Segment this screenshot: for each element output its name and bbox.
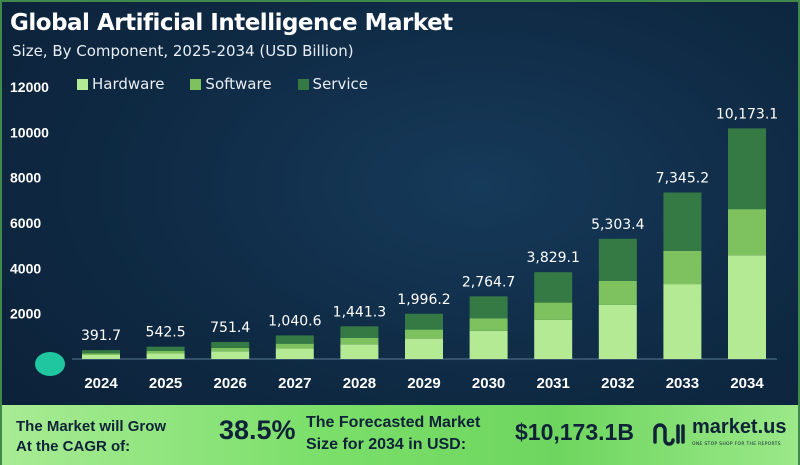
x-tick-label: 2024 xyxy=(84,375,118,392)
total-label: 3,829.1 xyxy=(526,250,579,266)
legend-label: Hardware xyxy=(92,75,165,93)
legend-swatch-hardware xyxy=(77,78,88,90)
x-tick-label: 2033 xyxy=(666,375,699,392)
total-label: 5,303.4 xyxy=(591,217,645,233)
y-tick-label: 2000 xyxy=(10,306,41,322)
bar-service-2026 xyxy=(211,341,250,348)
market-us-logo-icon xyxy=(653,422,685,446)
bar-software-2030 xyxy=(469,318,508,331)
x-tick-label: 2032 xyxy=(601,375,634,392)
cagr-text-line2: At the CAGR of: xyxy=(16,438,131,455)
bar-hardware-2030 xyxy=(469,330,508,359)
bar-service-2033 xyxy=(663,192,702,251)
total-label: 2,764.7 xyxy=(462,274,515,290)
bar-hardware-2026 xyxy=(211,351,250,359)
x-tick-label: 2025 xyxy=(149,375,182,392)
bar-hardware-2029 xyxy=(405,338,443,359)
legend: Hardware Software Service xyxy=(77,75,368,93)
x-tick-label: 2027 xyxy=(278,375,311,392)
chart-subtitle: Size, By Component, 2025-2034 (USD Billi… xyxy=(12,42,354,60)
legend-item-hardware: Hardware xyxy=(77,75,164,93)
legend-swatch-software xyxy=(190,78,202,90)
bar-service-2029 xyxy=(405,313,443,330)
total-label: 542.5 xyxy=(146,325,186,341)
brand-name: market.us xyxy=(692,416,787,438)
bar-hardware-2024 xyxy=(82,355,120,359)
bar-hardware-2025 xyxy=(146,353,185,359)
forecast-text-line2: Size for 2034 in USD: xyxy=(306,436,467,453)
bar-software-2034 xyxy=(728,209,766,256)
brand-logo: market.us ONE STOP SHOP FOR THE REPORTS xyxy=(652,415,787,448)
total-label: 10,173.1 xyxy=(716,106,778,122)
bar-software-2026 xyxy=(211,347,250,352)
brand-text: market.us ONE STOP SHOP FOR THE REPORTS xyxy=(692,415,787,448)
bar-service-2032 xyxy=(598,238,637,281)
bar-software-2033 xyxy=(663,250,702,285)
bar-software-2029 xyxy=(405,329,443,339)
bar-software-2025 xyxy=(146,351,185,354)
bar-service-2034 xyxy=(728,128,766,210)
x-tick-label: 2031 xyxy=(537,375,570,392)
bar-service-2024 xyxy=(82,350,120,354)
x-tick-label: 2028 xyxy=(343,375,376,392)
bar-service-2027 xyxy=(275,335,314,344)
legend-label: Service xyxy=(312,75,368,93)
x-tick-label: 2030 xyxy=(472,375,505,392)
forecast-text: The Forecasted Market Size for 2034 in US… xyxy=(306,412,480,456)
total-label: 1,441.3 xyxy=(333,304,386,320)
bar-service-2030 xyxy=(469,296,508,319)
bar-service-2031 xyxy=(534,272,573,303)
bar-hardware-2028 xyxy=(340,344,379,359)
cagr-text-line1: The Market will Grow xyxy=(16,418,167,435)
footer-banner: The Market will Grow At the CAGR of: 38.5… xyxy=(2,405,798,465)
x-tick-label: 2026 xyxy=(214,375,247,392)
bar-hardware-2031 xyxy=(534,319,573,359)
total-label: 7,345.2 xyxy=(656,171,709,187)
brand-tagline: ONE STOP SHOP FOR THE REPORTS xyxy=(692,442,781,447)
total-label: 1,040.6 xyxy=(268,313,322,329)
bar-software-2031 xyxy=(534,302,573,320)
stacked-bar-chart: 2000 4000 6000 8000 10000 12000 391.7 2024 542.5… xyxy=(10,79,778,392)
bar-software-2028 xyxy=(340,337,379,345)
bar-hardware-2027 xyxy=(275,348,314,359)
bar-software-2024 xyxy=(82,353,120,356)
y-tick-label: 8000 xyxy=(10,170,41,186)
legend-swatch-service xyxy=(297,78,309,90)
bar-hardware-2033 xyxy=(663,284,702,359)
forecast-text-line1: The Forecasted Market xyxy=(306,414,481,431)
legend-label: Software xyxy=(205,75,272,93)
bar-software-2027 xyxy=(275,343,314,349)
x-tick-label: 2029 xyxy=(407,375,440,392)
y-tick-label: 12000 xyxy=(10,79,49,95)
bar-software-2032 xyxy=(598,280,637,305)
forecast-value: $10,173.1B xyxy=(515,419,634,445)
legend-item-service: Service xyxy=(297,75,368,93)
y-tick-label: 10000 xyxy=(10,124,49,140)
legend-item-software: Software xyxy=(190,75,272,93)
bar-service-2025 xyxy=(146,346,185,352)
total-label: 391.7 xyxy=(81,328,121,344)
y-tick-label: 6000 xyxy=(10,215,41,231)
accent-marker xyxy=(35,352,65,376)
cagr-text: The Market will Grow At the CAGR of: xyxy=(16,417,166,457)
y-tick-label: 4000 xyxy=(10,260,41,276)
total-label: 1,996.2 xyxy=(397,292,450,308)
cagr-value: 38.5% xyxy=(219,415,296,445)
x-tick-label: 2034 xyxy=(730,375,764,392)
bar-service-2028 xyxy=(340,326,379,338)
bar-hardware-2034 xyxy=(728,255,766,359)
bar-hardware-2032 xyxy=(598,304,637,359)
chart-title: Global Artificial Intelligence Market xyxy=(10,10,453,36)
total-label: 751.4 xyxy=(210,320,250,336)
